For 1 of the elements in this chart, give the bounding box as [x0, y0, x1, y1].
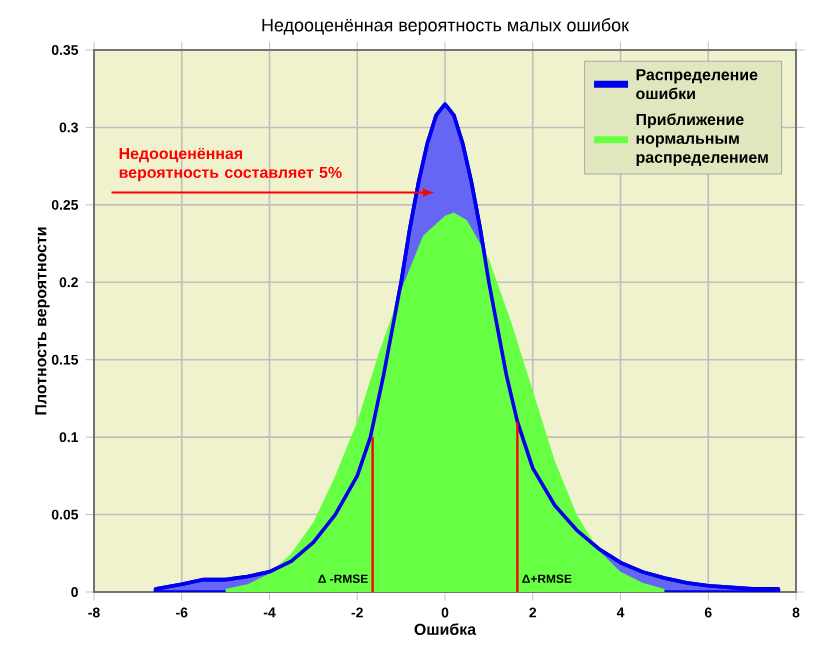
- chart-title: Недооценённая вероятность малых ошибок: [262, 18, 630, 35]
